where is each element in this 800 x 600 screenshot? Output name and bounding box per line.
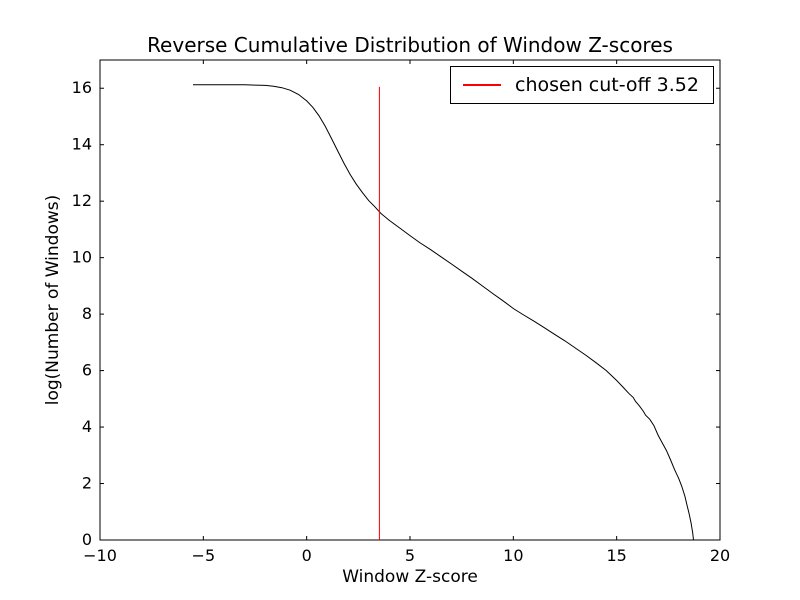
y-tick-label: 6: [82, 361, 92, 380]
y-axis-label: log(Number of Windows): [43, 195, 63, 406]
x-tick-label: 20: [710, 546, 730, 565]
legend-line-icon: [463, 84, 501, 86]
x-tick-label: −5: [192, 546, 216, 565]
chart-title: Reverse Cumulative Distribution of Windo…: [147, 33, 673, 57]
y-tick-label: 8: [82, 304, 92, 323]
x-tick-label: 0: [302, 546, 312, 565]
y-tick-label: 16: [72, 78, 92, 97]
y-tick-label: 14: [72, 135, 92, 154]
x-tick-label: −10: [83, 546, 117, 565]
y-tick-label: 12: [72, 191, 92, 210]
y-tick-label: 4: [82, 417, 92, 436]
legend: chosen cut-off 3.52: [450, 66, 714, 104]
x-axis-label: Window Z-score: [342, 567, 478, 587]
x-tick-label: 15: [606, 546, 626, 565]
x-tick-label: 5: [405, 546, 415, 565]
axes-frame: [99, 59, 721, 541]
x-tick-label: 10: [503, 546, 523, 565]
data-curve: [193, 84, 694, 541]
y-tick-label: 10: [72, 248, 92, 267]
legend-label: chosen cut-off 3.52: [515, 74, 699, 96]
y-tick-label: 2: [82, 474, 92, 493]
y-tick-label: 0: [82, 530, 92, 549]
